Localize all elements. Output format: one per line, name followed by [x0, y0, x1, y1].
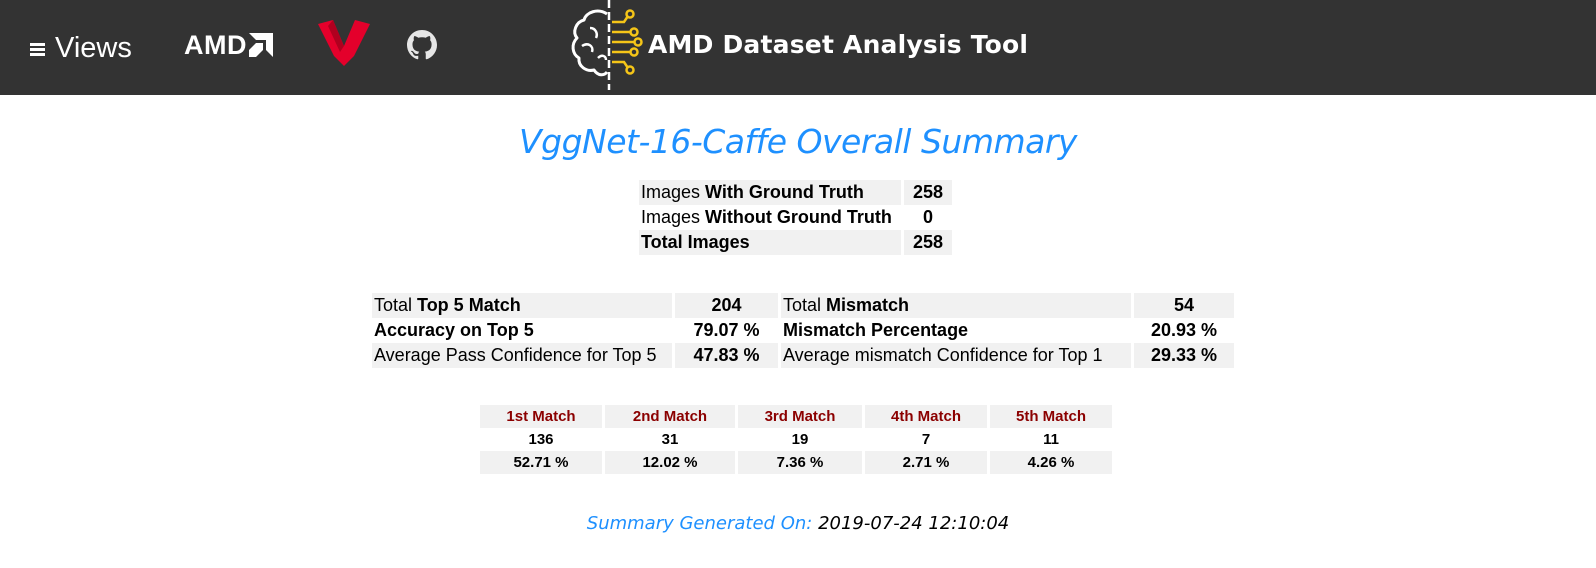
row-label: Total Mismatch [781, 293, 1131, 318]
amd-logo-text: AMD [184, 29, 247, 60]
summary-generated-footer: Summary Generated On: 2019-07-24 12:10:0… [0, 513, 1596, 534]
row-label: Total Images [639, 230, 901, 255]
match-count: 136 [480, 428, 602, 451]
row-label: Accuracy on Top 5 [374, 320, 534, 340]
match-percent: 7.36 % [738, 451, 862, 474]
row-value: 20.93 % [1150, 320, 1218, 340]
menu-icon [30, 43, 45, 56]
amd-arrow-icon [249, 33, 273, 57]
match-count: 31 [605, 428, 735, 451]
row-label: Total Top 5 Match [372, 293, 672, 318]
column-header: 4th Match [865, 405, 987, 428]
column-header: 3rd Match [738, 405, 862, 428]
table-header-row: 1st Match 2nd Match 3rd Match 4th Match … [480, 405, 1112, 428]
column-header: 5th Match [990, 405, 1112, 428]
column-header: 2nd Match [605, 405, 735, 428]
generated-timestamp: 2019-07-24 12:10:04 [818, 513, 1010, 534]
row-value: 258 [904, 230, 952, 255]
match-percent: 2.71 % [865, 451, 987, 474]
row-label: Average mismatch Confidence for Top 1 [781, 343, 1131, 368]
top5-summary-table: Total Top 5 Match 204 Total Mismatch 54 … [369, 293, 1237, 368]
match-breakdown-table: 1st Match 2nd Match 3rd Match 4th Match … [477, 405, 1115, 474]
match-percent: 12.02 % [605, 451, 735, 474]
views-label: Views [55, 31, 132, 64]
row-label: Mismatch Percentage [783, 320, 969, 340]
table-row: Images With Ground Truth 258 [639, 180, 952, 205]
row-label: Images Without Ground Truth [641, 207, 892, 227]
table-row: Accuracy on Top 5 79.07 % Mismatch Perce… [372, 318, 1234, 343]
ground-truth-table: Images With Ground Truth 258 Images With… [636, 180, 955, 255]
top-nav-bar: Views AMD AMD Dataset Analys [0, 0, 1596, 95]
row-value: 29.33 % [1134, 343, 1234, 368]
table-row: Total Images 258 [639, 230, 952, 255]
github-icon[interactable] [407, 30, 437, 60]
generated-label: Summary Generated On: [586, 513, 813, 534]
page-title: VggNet-16-Caffe Overall Summary [519, 122, 1077, 161]
app-title: AMD Dataset Analysis Tool [648, 30, 1029, 59]
row-label: Images With Ground Truth [639, 180, 901, 205]
ryzen-logo[interactable] [318, 20, 370, 66]
table-row: 136 31 19 7 11 [480, 428, 1112, 451]
match-percent: 4.26 % [990, 451, 1112, 474]
table-row: Average Pass Confidence for Top 5 47.83 … [372, 343, 1234, 368]
table-row: Images Without Ground Truth 0 [639, 205, 952, 230]
match-count: 11 [990, 428, 1112, 451]
views-menu-button[interactable]: Views [30, 28, 132, 68]
row-value: 79.07 % [693, 320, 760, 340]
table-row: Total Top 5 Match 204 Total Mismatch 54 [372, 293, 1234, 318]
table-row: 52.71 % 12.02 % 7.36 % 2.71 % 4.26 % [480, 451, 1112, 474]
row-value: 258 [904, 180, 952, 205]
row-value: 47.83 % [675, 343, 778, 368]
match-count: 19 [738, 428, 862, 451]
row-value: 0 [922, 207, 933, 227]
amd-logo[interactable]: AMD [184, 28, 273, 62]
brain-circuit-icon [571, 0, 643, 90]
row-value: 204 [675, 293, 778, 318]
match-count: 7 [865, 428, 987, 451]
row-label: Average Pass Confidence for Top 5 [372, 343, 672, 368]
column-header: 1st Match [480, 405, 602, 428]
row-value: 54 [1134, 293, 1234, 318]
match-percent: 52.71 % [480, 451, 602, 474]
